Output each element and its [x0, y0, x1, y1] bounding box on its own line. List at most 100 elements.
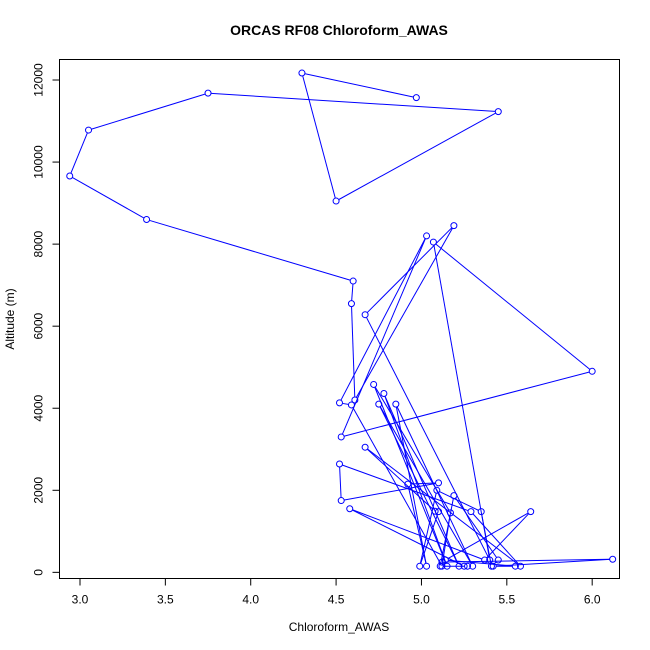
- data-point: [464, 562, 472, 570]
- x-tick-label: 3.0: [72, 593, 89, 607]
- y-tick-label: 10000: [32, 145, 46, 179]
- series-segment: [486, 513, 529, 559]
- x-axis: 3.0 3.5 4.0 4.5 5.0 5.5 6.0: [72, 578, 601, 607]
- series-segment: [367, 448, 519, 565]
- data-point: [489, 562, 497, 570]
- data-point: [347, 300, 355, 308]
- data-point: [494, 556, 502, 564]
- data-point: [431, 507, 439, 515]
- data-point: [477, 508, 485, 516]
- series-segment: [379, 406, 459, 564]
- data-point: [460, 562, 468, 570]
- data-point: [446, 509, 454, 517]
- series-segment: [91, 93, 206, 130]
- series-segment: [72, 177, 145, 219]
- data-point: [416, 562, 424, 570]
- y-tick-label: 2000: [32, 477, 46, 504]
- series-segment: [356, 228, 453, 398]
- data-point: [429, 238, 437, 246]
- data-point: [332, 197, 340, 205]
- series-segment: [395, 407, 427, 564]
- series-segment: [338, 112, 496, 200]
- data-point: [467, 508, 475, 516]
- series-segment: [445, 558, 610, 563]
- series-segment: [70, 132, 88, 174]
- y-tick-label: 8000: [32, 230, 46, 257]
- x-tick-label: 4.0: [242, 593, 259, 607]
- data-point: [441, 556, 449, 564]
- series-segment: [384, 396, 459, 564]
- series-segment: [344, 482, 436, 501]
- x-axis-label: Chloroform_AWAS: [289, 620, 389, 634]
- data-point: [609, 555, 617, 563]
- series-segment: [339, 467, 342, 498]
- series-segment: [440, 498, 454, 564]
- series-segment: [439, 491, 479, 511]
- series-layer: [66, 69, 617, 570]
- data-point: [143, 216, 151, 224]
- series-segment: [211, 92, 496, 112]
- series-segment: [496, 558, 610, 567]
- series-segment: [344, 371, 590, 437]
- chart-title: ORCAS RF08 Chloroform_AWAS: [230, 22, 448, 38]
- data-point: [486, 556, 494, 564]
- data-point: [66, 172, 74, 180]
- series-segment: [367, 449, 434, 510]
- series-segment: [351, 284, 354, 301]
- data-point: [423, 562, 431, 570]
- data-point: [337, 433, 345, 441]
- data-point: [450, 492, 458, 500]
- data-point: [435, 479, 443, 487]
- data-point: [298, 69, 306, 77]
- data-point: [204, 89, 212, 97]
- series-segment: [435, 243, 591, 370]
- x-tick-label: 6.0: [584, 593, 601, 607]
- data-point: [361, 311, 369, 319]
- y-tick-label: 0: [32, 569, 46, 576]
- y-axis-label: Altitude (m): [3, 288, 17, 349]
- series-segment: [352, 509, 482, 560]
- data-point: [370, 380, 378, 388]
- series-segment: [419, 493, 437, 564]
- series-segment: [447, 512, 529, 559]
- series-segment: [352, 407, 441, 564]
- y-tick-label: 6000: [32, 313, 46, 340]
- data-point: [516, 562, 524, 570]
- data-point: [494, 108, 502, 116]
- x-tick-label: 3.5: [157, 593, 174, 607]
- series-segment: [396, 406, 472, 564]
- data-point: [375, 400, 383, 408]
- series-segment: [384, 396, 447, 564]
- data-point: [433, 486, 441, 494]
- data-point: [588, 367, 596, 375]
- data-point: [347, 401, 355, 409]
- data-point: [511, 562, 519, 570]
- data-point: [443, 562, 451, 570]
- data-point: [337, 497, 345, 505]
- series-segment: [448, 559, 513, 567]
- plot-area-frame: [59, 59, 620, 579]
- y-tick-label: 4000: [32, 395, 46, 422]
- data-point: [450, 222, 458, 230]
- data-point: [435, 508, 443, 516]
- y-tick-label: 12000: [32, 63, 46, 97]
- series-segment: [367, 227, 452, 313]
- series-segment: [366, 317, 489, 558]
- data-point: [346, 505, 354, 513]
- series-segment: [342, 464, 469, 512]
- series-segment: [472, 513, 519, 565]
- series-segment: [342, 402, 349, 405]
- data-point: [455, 562, 463, 570]
- data-point: [527, 508, 535, 516]
- x-tick-label: 4.5: [328, 593, 345, 607]
- series-segment: [352, 509, 462, 566]
- data-point: [336, 399, 343, 407]
- series-segment: [410, 482, 436, 485]
- series-segment: [455, 497, 497, 558]
- data-point: [380, 389, 388, 397]
- series-segment: [351, 306, 356, 397]
- data-point: [438, 558, 446, 566]
- data-point: [469, 562, 477, 570]
- data-point: [361, 443, 369, 451]
